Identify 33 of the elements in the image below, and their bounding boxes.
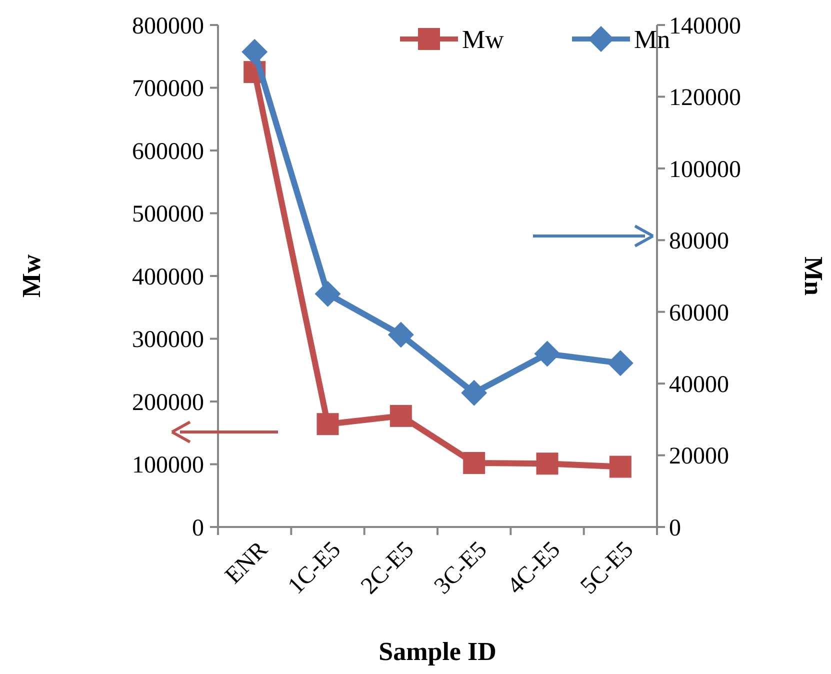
y-tick-label: 700000 bbox=[132, 76, 204, 102]
point bbox=[388, 322, 414, 348]
y2-tick-label: 20000 bbox=[669, 444, 729, 470]
point bbox=[316, 413, 339, 436]
point bbox=[461, 380, 488, 406]
point bbox=[607, 350, 634, 376]
y2-tick-label: 120000 bbox=[669, 85, 741, 112]
y2-tick-label: 60000 bbox=[669, 300, 729, 326]
y2-tick-label: 140000 bbox=[669, 13, 741, 40]
point bbox=[242, 38, 268, 65]
y-tick-label: 300000 bbox=[132, 327, 204, 354]
y-tick-label: 500000 bbox=[132, 202, 204, 228]
y-tick-label: 800000 bbox=[132, 13, 204, 40]
y2-tick-label: 0 bbox=[669, 515, 681, 542]
point bbox=[534, 340, 560, 367]
y-tick-label: 400000 bbox=[132, 264, 204, 290]
point bbox=[390, 404, 412, 427]
y-tick-label: 600000 bbox=[132, 138, 204, 165]
y-tick-label: 100000 bbox=[132, 452, 204, 479]
legend-label: Mw bbox=[462, 25, 504, 54]
point bbox=[314, 280, 341, 307]
y2-tick-label: 80000 bbox=[669, 228, 729, 255]
y-tick-label: 200000 bbox=[132, 390, 204, 416]
point bbox=[463, 452, 486, 474]
y2-axis-title: Mn bbox=[799, 256, 828, 296]
point bbox=[536, 452, 558, 475]
y2-tick-label: 40000 bbox=[669, 372, 729, 398]
point bbox=[609, 456, 632, 478]
y-tick-label: 0 bbox=[192, 515, 204, 542]
y2-tick-label: 100000 bbox=[669, 156, 741, 183]
y-axis-title: Mw bbox=[17, 254, 46, 298]
x-axis-title: Sample ID bbox=[378, 637, 496, 666]
legend-label: Mn bbox=[634, 25, 670, 54]
